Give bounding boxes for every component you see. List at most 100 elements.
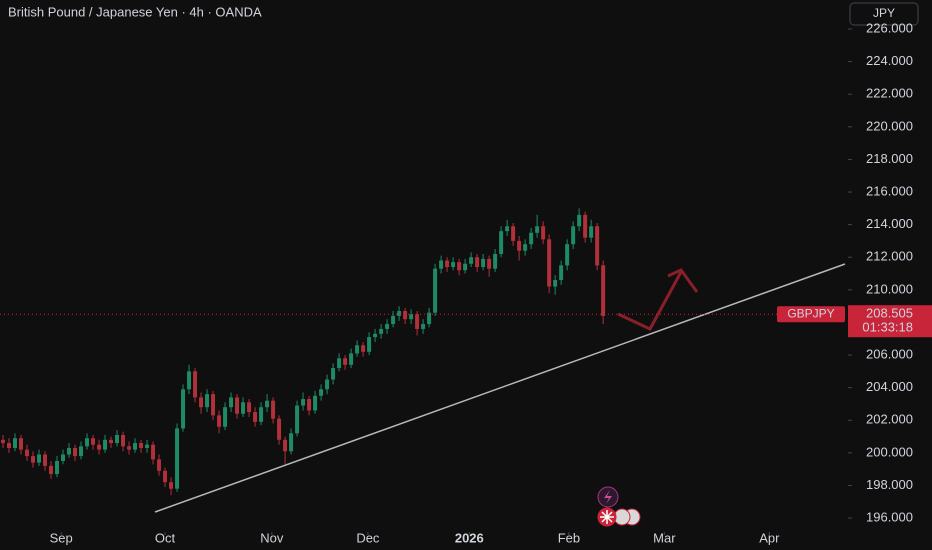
candle-body bbox=[307, 399, 312, 411]
candle-body bbox=[151, 444, 156, 460]
candle-body bbox=[319, 389, 324, 396]
candle-body bbox=[73, 447, 78, 457]
candle-body bbox=[247, 402, 252, 413]
candle-body bbox=[157, 459, 162, 471]
candle-body bbox=[415, 314, 420, 329]
candle-body bbox=[409, 314, 414, 320]
candle-body bbox=[163, 470, 168, 483]
candle-body bbox=[475, 257, 480, 268]
candle-body bbox=[217, 415, 222, 427]
candle-body bbox=[439, 260, 444, 269]
candle-body bbox=[565, 244, 570, 266]
candle-body bbox=[373, 333, 378, 338]
arrow-drawing bbox=[617, 268, 699, 331]
candle-body bbox=[175, 428, 180, 489]
countdown: 01:33:18 bbox=[862, 320, 913, 335]
candle-body bbox=[61, 454, 66, 462]
symbol-label-bg bbox=[777, 306, 845, 323]
symbol-label: GBPJPY bbox=[787, 306, 834, 320]
candle-body bbox=[229, 397, 234, 408]
chart-title: British Pound / Japanese Yen · 4h · OAND… bbox=[8, 4, 262, 19]
lightning bbox=[604, 490, 612, 504]
y-tick-label: 212.000 bbox=[866, 249, 913, 264]
candle-body bbox=[265, 400, 270, 408]
currency[interactable]: JPY bbox=[873, 6, 895, 20]
candle-body bbox=[391, 315, 396, 325]
candle-body bbox=[139, 443, 144, 448]
candle-body bbox=[109, 439, 114, 444]
candle-body bbox=[595, 226, 600, 266]
candle-body bbox=[223, 407, 228, 427]
candle-body bbox=[181, 389, 186, 429]
candle-body bbox=[259, 407, 264, 422]
candle-body bbox=[133, 443, 138, 450]
candle-body bbox=[193, 371, 198, 398]
candle-body bbox=[145, 444, 150, 448]
candle-body bbox=[601, 265, 606, 316]
candle-body bbox=[91, 438, 96, 445]
x-tick-label: Oct bbox=[155, 530, 176, 545]
candle-body bbox=[37, 454, 42, 463]
candle-body bbox=[31, 456, 36, 463]
candle-body bbox=[25, 449, 30, 457]
candle-body bbox=[487, 258, 492, 269]
y-tick-label: 202.000 bbox=[866, 412, 913, 427]
candle-body bbox=[85, 438, 90, 447]
candle-body bbox=[115, 434, 120, 444]
candle-body bbox=[349, 353, 354, 365]
candle-body bbox=[43, 454, 48, 466]
candle-body bbox=[283, 439, 288, 452]
candles bbox=[1, 208, 606, 496]
overlay: 196.000 198.000 200.000 202.000 204.000 206.0… bbox=[0, 20, 932, 545]
candle-body bbox=[403, 311, 408, 320]
candle-body bbox=[235, 397, 240, 414]
candle-body bbox=[523, 244, 528, 251]
x-tick-label: Nov bbox=[260, 530, 284, 545]
x-tick-label: Dec bbox=[356, 530, 380, 545]
y-tick-label: 220.000 bbox=[866, 118, 913, 133]
candle-body bbox=[49, 465, 54, 475]
currency-button[interactable] bbox=[849, 2, 919, 26]
candle-body bbox=[499, 231, 504, 254]
candle-body bbox=[169, 482, 174, 489]
candle-body bbox=[211, 394, 216, 416]
candle-body bbox=[589, 226, 594, 238]
candle-body bbox=[583, 214, 588, 238]
candle-body bbox=[199, 397, 204, 408]
candle-body bbox=[205, 394, 210, 408]
x-tick-label: Apr bbox=[759, 530, 780, 545]
x-tick-label: 2026 bbox=[455, 530, 484, 545]
y-tick-label: 210.000 bbox=[866, 281, 913, 296]
flag-cross bbox=[600, 510, 614, 524]
y-tick-label: 224.000 bbox=[866, 53, 913, 68]
candle-body bbox=[343, 358, 348, 365]
candle-body bbox=[361, 345, 366, 352]
candle-body bbox=[379, 328, 384, 334]
y-tick-label: 218.000 bbox=[866, 151, 913, 166]
y-tick-label: 214.000 bbox=[866, 216, 913, 231]
candle-body bbox=[427, 312, 432, 325]
price-label-bg bbox=[848, 305, 932, 338]
candle-body bbox=[541, 226, 546, 240]
candle-body bbox=[67, 447, 72, 455]
candle-body bbox=[463, 263, 468, 271]
candle-body bbox=[97, 444, 102, 450]
candle-body bbox=[325, 379, 330, 390]
y-tick-label: 196.000 bbox=[866, 509, 913, 524]
candle-body bbox=[301, 399, 306, 406]
candle-body bbox=[517, 240, 522, 251]
candle-body bbox=[505, 226, 510, 232]
candle-body bbox=[493, 253, 498, 269]
y-tick-label: 226.000 bbox=[866, 20, 913, 35]
candle-body bbox=[355, 345, 360, 354]
candle-body bbox=[547, 239, 552, 287]
candle-body bbox=[313, 395, 318, 411]
y-tick-label: 198.000 bbox=[866, 477, 913, 492]
y-tick-label: 204.000 bbox=[866, 379, 913, 394]
candle-body bbox=[7, 443, 12, 448]
x-tick-label: Sep bbox=[50, 530, 73, 545]
candle-body bbox=[529, 232, 534, 245]
candle-body bbox=[121, 434, 126, 447]
candle-body bbox=[385, 324, 390, 329]
